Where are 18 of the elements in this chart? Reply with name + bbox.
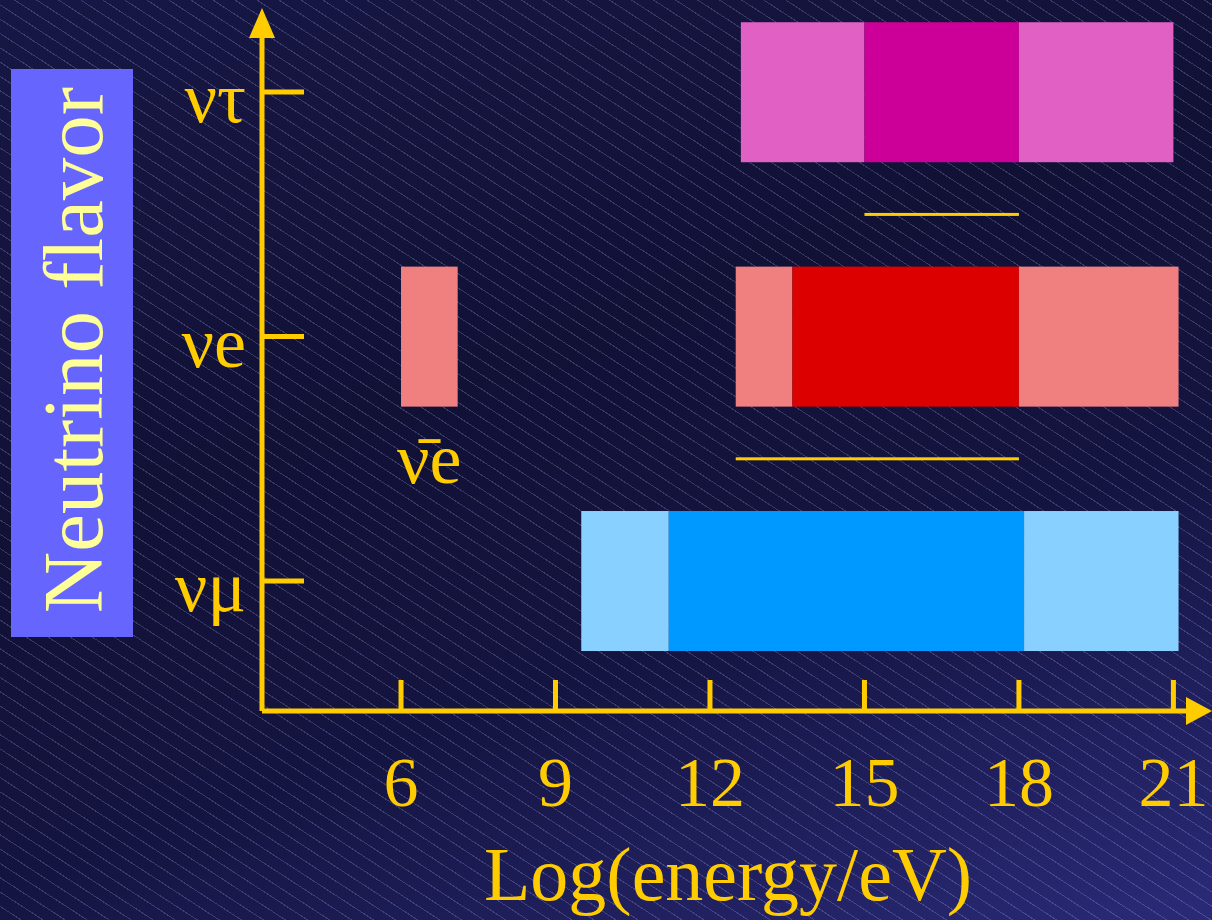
x-tick-label: 9: [538, 744, 573, 821]
bar: [864, 22, 1019, 163]
y-tick-label: ντ: [184, 58, 246, 139]
annotation: ν̄e: [397, 418, 462, 499]
x-tick-label: 15: [829, 744, 900, 821]
y-tick-label: νμ: [174, 546, 246, 627]
bar: [668, 511, 1025, 652]
y-axis-title: Neutrino flavor: [26, 86, 120, 614]
x-tick-label: 18: [983, 744, 1054, 821]
x-axis-title: Log(energy/eV): [483, 832, 973, 917]
bar: [864, 212, 1019, 216]
x-tick-label: 6: [383, 744, 419, 821]
x-tick-label: 21: [1138, 744, 1209, 821]
bar: [735, 457, 1019, 461]
bar: [401, 266, 458, 407]
bar: [792, 266, 1019, 407]
x-tick-label: 12: [674, 744, 745, 821]
y-tick-label: νe: [181, 302, 246, 383]
